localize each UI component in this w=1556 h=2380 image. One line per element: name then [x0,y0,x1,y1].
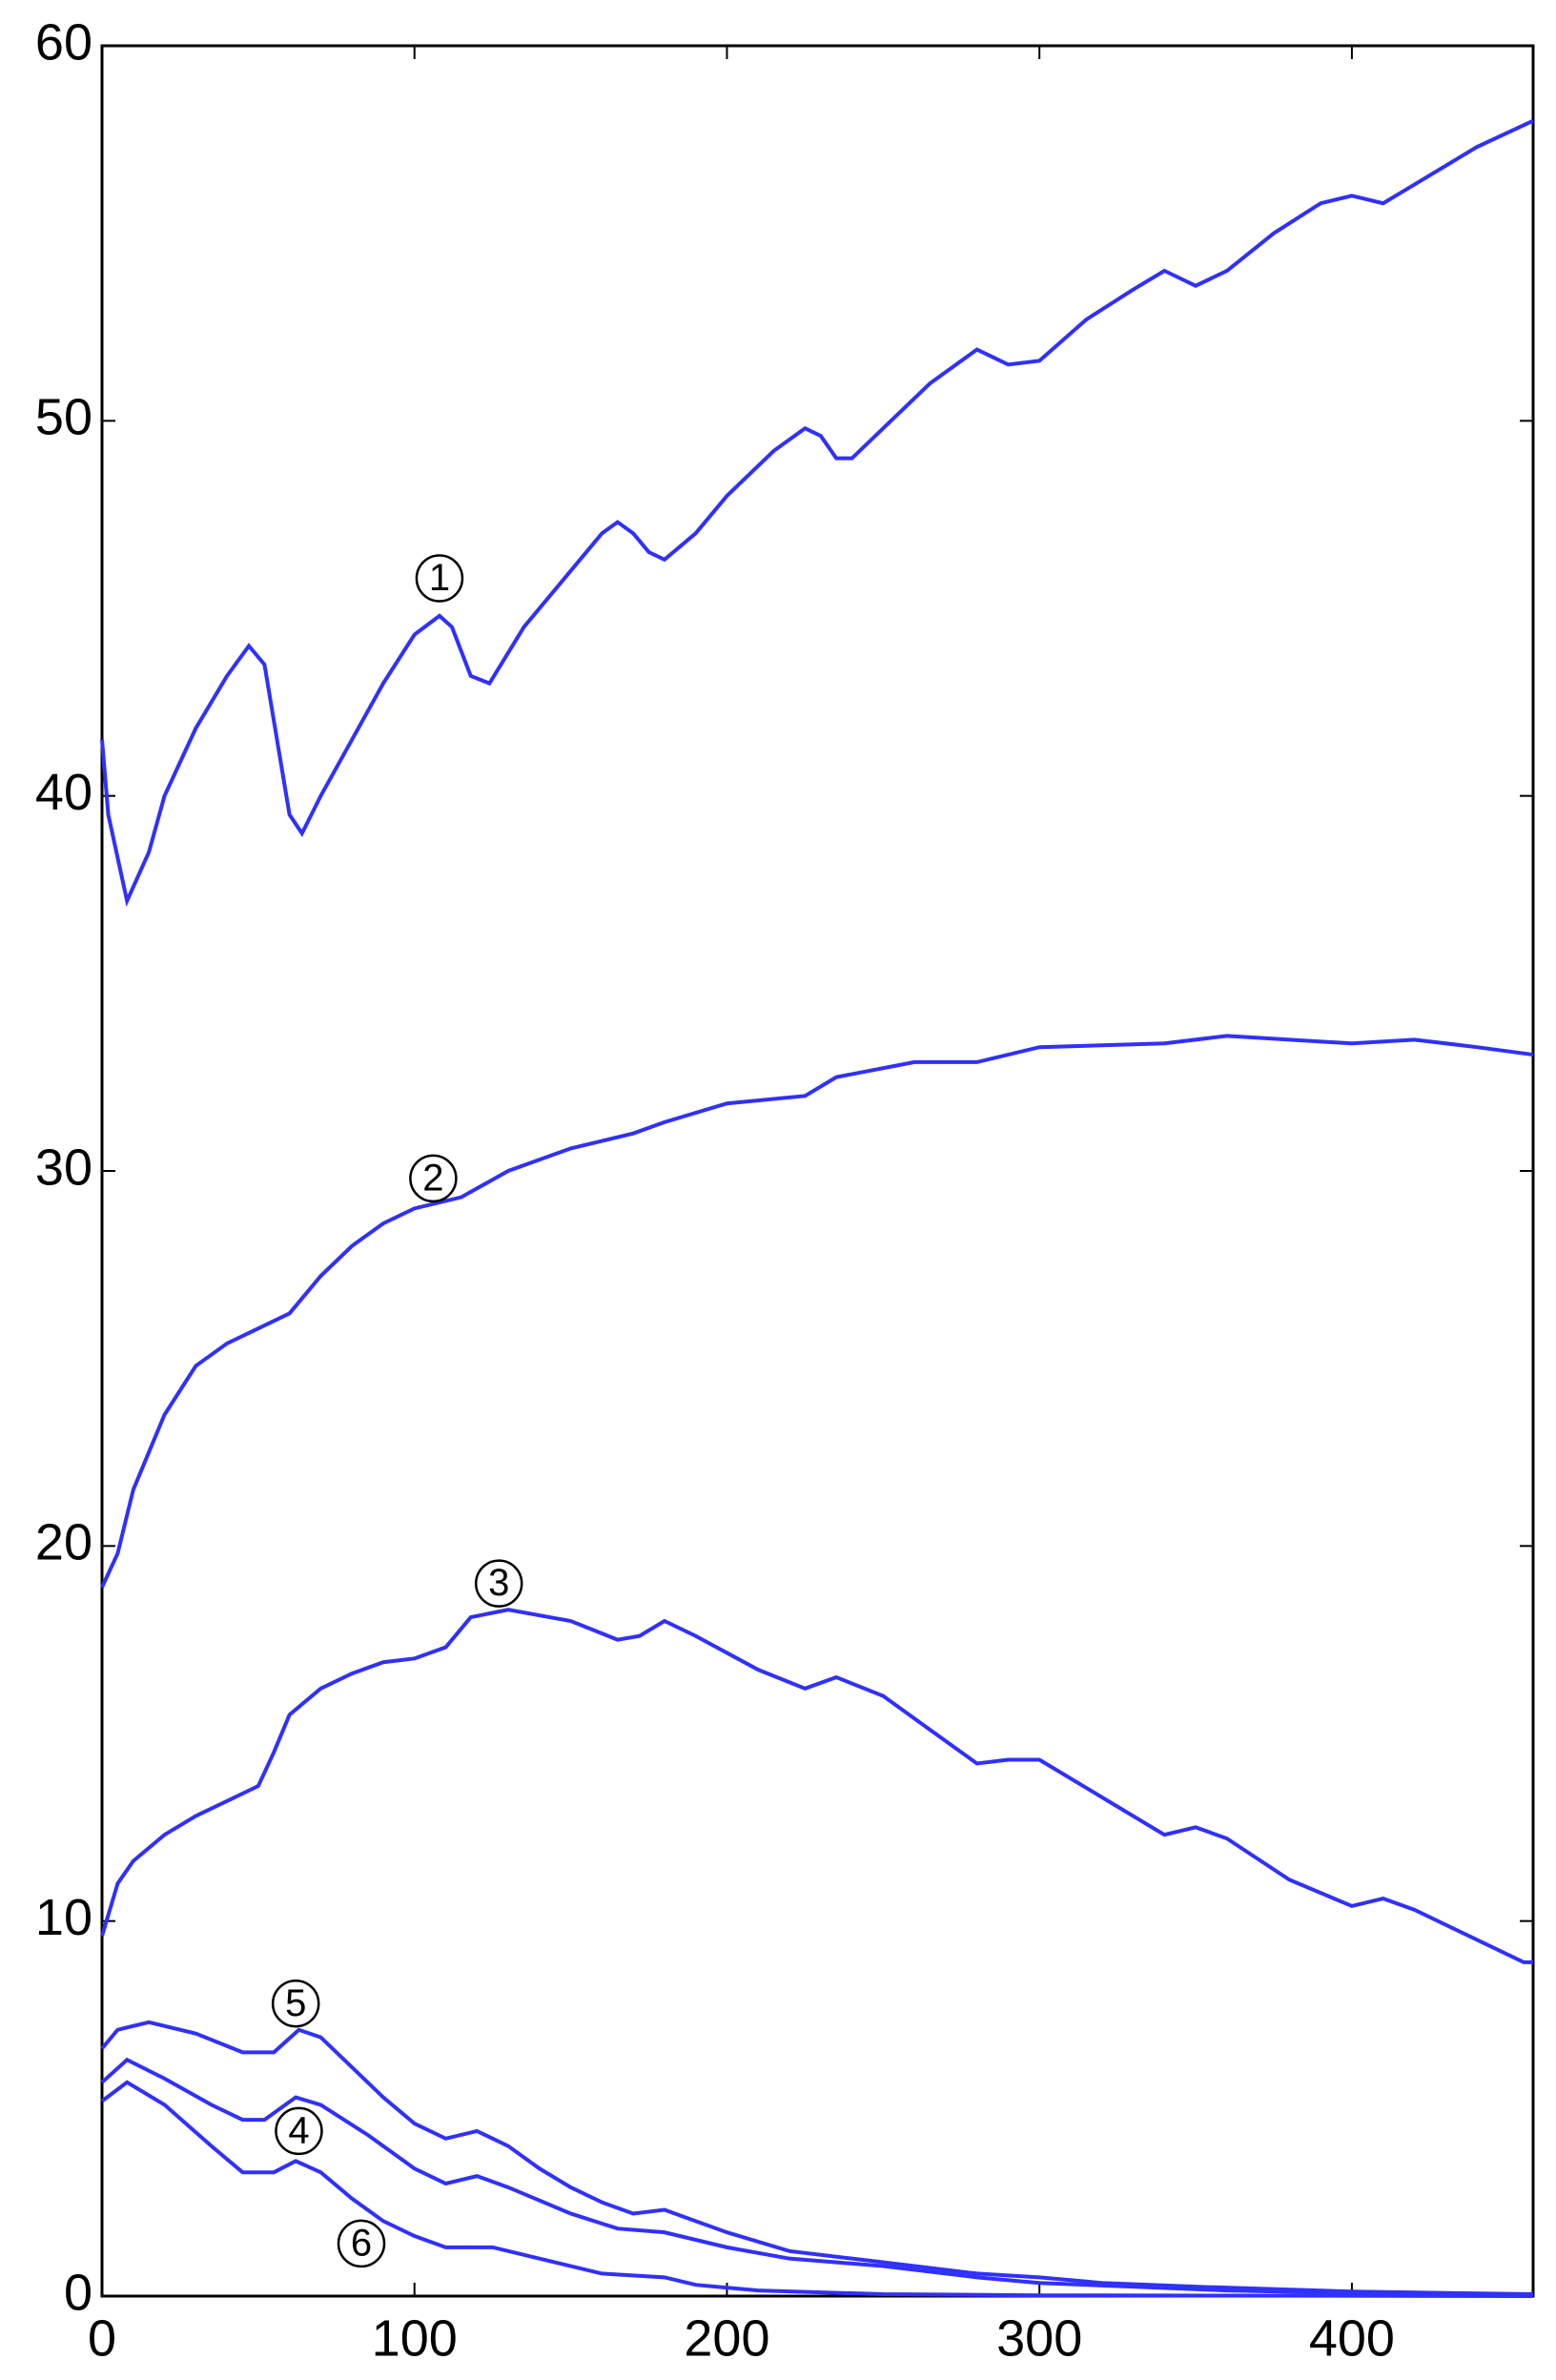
y-tick-label: 0 [64,2264,92,2321]
label-circle [415,554,464,603]
y-tick-label: 10 [35,1889,92,1946]
x-tick-label: 0 [88,2309,116,2367]
data-line [100,2020,1534,2297]
x-tick-label: 400 [1309,2309,1395,2367]
data-line [100,2057,1534,2297]
series-label: 1 [429,557,450,599]
series-label: 5 [285,1982,306,2024]
y-tick-label: 60 [35,13,92,71]
data-line [100,118,1534,908]
series-label: 2 [422,1157,443,1199]
x-tick-label: 200 [684,2309,769,2367]
plot-frame [100,44,1535,2298]
x-tick-label: 300 [996,2309,1082,2367]
series-label: 3 [488,1562,509,1604]
series-label: 6 [351,2222,372,2264]
y-tick-label: 40 [35,764,92,821]
label-circle [337,2219,386,2268]
label-circle [474,1559,523,1608]
y-tick-label: 20 [35,1514,92,1571]
label-circle [271,1979,320,2028]
series-label: 4 [288,2109,309,2151]
y-tick-label: 50 [35,389,92,446]
data-line [100,1034,1534,1589]
label-circle [409,1154,458,1203]
x-tick-label: 100 [372,2309,458,2367]
data-line [100,1608,1533,1964]
data-line [100,2080,1534,2298]
y-tick-label: 30 [35,1139,92,1196]
label-circle [275,2106,323,2156]
